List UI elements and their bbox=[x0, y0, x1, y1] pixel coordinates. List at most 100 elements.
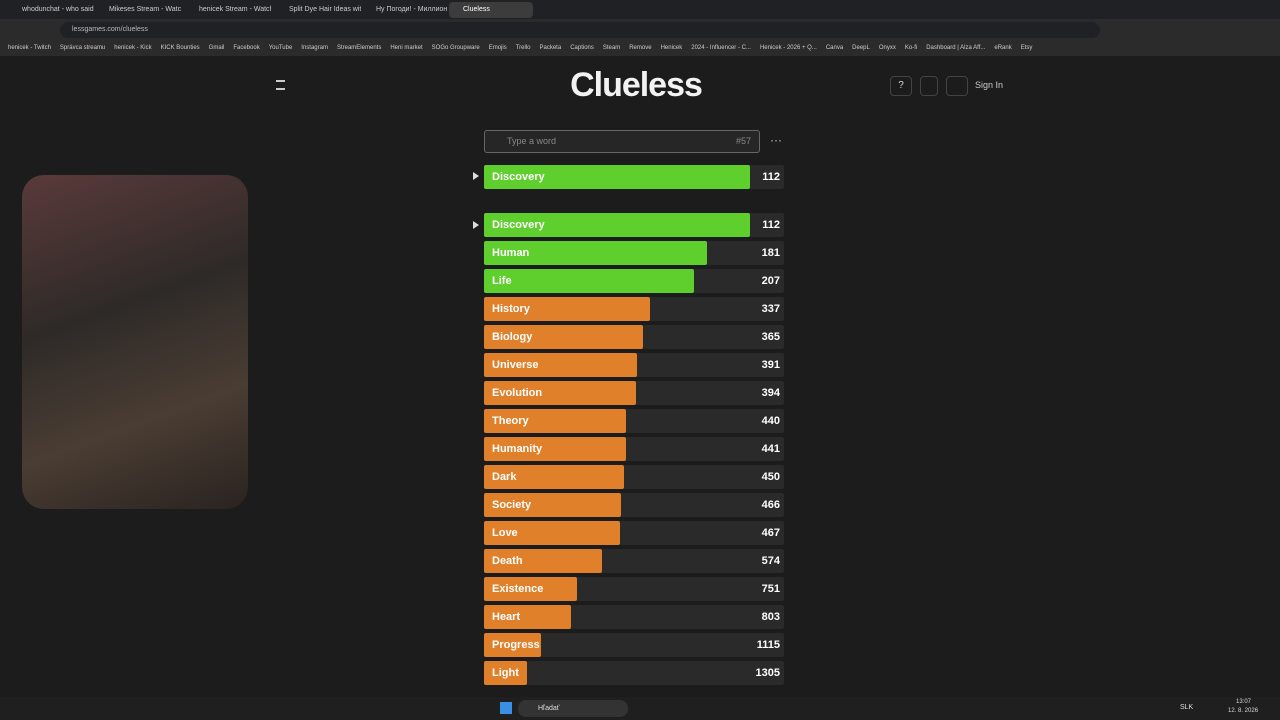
guess-row: Universe 391 bbox=[484, 353, 784, 377]
bookmark[interactable]: 2024 - Influencer - C... bbox=[691, 45, 751, 51]
guess-row: Life 207 bbox=[484, 269, 784, 293]
more-button[interactable]: ··· bbox=[770, 133, 782, 147]
rank-bar bbox=[484, 661, 528, 685]
bookmark[interactable]: Remove bbox=[629, 45, 652, 51]
menu-button[interactable] bbox=[276, 80, 285, 90]
guess-rank: 112 bbox=[762, 171, 780, 183]
guess-word: Discovery bbox=[492, 171, 545, 183]
guess-row: Love 467 bbox=[484, 521, 784, 545]
bookmark[interactable]: Gmail bbox=[208, 45, 225, 51]
guess-row: Discovery 112 bbox=[484, 165, 784, 189]
guess-word: Progress bbox=[492, 639, 540, 651]
guess-rank: 467 bbox=[761, 527, 780, 539]
bookmark[interactable]: Instagram bbox=[301, 45, 328, 51]
guess-row: Heart 803 bbox=[484, 605, 784, 629]
rank-bar bbox=[484, 633, 542, 657]
rank-bar bbox=[484, 353, 637, 377]
clock-date: 12. 8. 2026 bbox=[1228, 708, 1259, 714]
help-button[interactable]: ? bbox=[890, 76, 912, 96]
taskbar-search[interactable]: Hľadať bbox=[518, 700, 628, 717]
guess-row: Biology 365 bbox=[484, 325, 784, 349]
bookmark[interactable]: Henicek - 2026 + Q... bbox=[759, 45, 817, 51]
bookmark[interactable]: YouTube bbox=[268, 45, 293, 51]
settings-button[interactable] bbox=[946, 76, 968, 96]
guess-rank: 440 bbox=[761, 415, 780, 427]
guess-row: Death 574 bbox=[484, 549, 784, 573]
guess-row: Society 466 bbox=[484, 493, 784, 517]
bookmark[interactable]: Packeta bbox=[539, 45, 562, 51]
guess-word: Universe bbox=[492, 359, 539, 371]
tab[interactable]: Ну Погоди! - Миллион А bbox=[376, 6, 448, 13]
tab[interactable]: whodunchat - who said it bbox=[22, 6, 94, 13]
guess-word: Human bbox=[492, 247, 530, 259]
guess-row: History 337 bbox=[484, 297, 784, 321]
bookmark[interactable]: DeepL bbox=[852, 45, 870, 51]
bookmark[interactable]: SOGo Groupware bbox=[431, 45, 480, 51]
bookmark[interactable]: Steam bbox=[602, 45, 621, 51]
bookmark[interactable]: henicek - Kick bbox=[114, 45, 152, 51]
bookmark[interactable]: KICK Bounties bbox=[160, 45, 200, 51]
bookmark[interactable]: Onyxx bbox=[878, 45, 896, 51]
bookmark[interactable]: Henicek bbox=[660, 45, 683, 51]
rank-bar bbox=[484, 269, 695, 293]
guess-rank: 391 bbox=[761, 359, 780, 371]
guess-count: #57 bbox=[735, 136, 751, 146]
rank-bar bbox=[484, 549, 602, 573]
expand-arrow[interactable] bbox=[473, 221, 479, 229]
tab[interactable]: Split Dye Hair Ideas with bbox=[289, 6, 361, 13]
guess-word: Biology bbox=[492, 331, 533, 343]
bookmark[interactable]: Etsy bbox=[1020, 45, 1033, 51]
guess-word: Love bbox=[492, 527, 518, 539]
sign-in[interactable]: Sign In bbox=[975, 80, 1004, 90]
guess-rank: 441 bbox=[761, 443, 780, 455]
guess-rank: 337 bbox=[761, 303, 780, 315]
search-input[interactable]: Type a word #57 bbox=[484, 130, 760, 153]
guess-row: Evolution 394 bbox=[484, 381, 784, 405]
bookmark[interactable]: Emojis bbox=[488, 45, 507, 51]
guess-rank: 112 bbox=[762, 219, 780, 231]
bookmark[interactable]: Ko-fi bbox=[904, 45, 918, 51]
rank-bar bbox=[484, 165, 751, 189]
taskbar: Hľadať SLK 13:07 12. 8. 2026 bbox=[0, 697, 1280, 720]
bookmark[interactable]: Dashboard | Alza Aff... bbox=[926, 45, 986, 51]
guess-row: Progress 1115 bbox=[484, 633, 784, 657]
bookmark[interactable]: Canva bbox=[825, 45, 844, 51]
rank-bar bbox=[484, 297, 651, 321]
start-button[interactable] bbox=[500, 702, 512, 714]
guess-rank: 394 bbox=[761, 387, 780, 399]
placeholder: Type a word bbox=[507, 136, 557, 146]
bookmark[interactable]: eRank bbox=[994, 45, 1012, 51]
tab-strip: whodunchat - who said it Mikeses Stream -… bbox=[0, 0, 1280, 19]
guess-rank: 1305 bbox=[755, 667, 780, 679]
guess-rank: 181 bbox=[761, 247, 780, 259]
logo: Clueless bbox=[570, 66, 703, 104]
rank-bar bbox=[484, 437, 626, 461]
bookmark[interactable]: henicek - Twitch bbox=[8, 45, 51, 51]
bookmark[interactable]: Captions bbox=[570, 45, 594, 51]
url[interactable]: lessgames.com/clueless bbox=[60, 22, 1100, 38]
webcam-overlay bbox=[22, 175, 248, 509]
guess-word: Life bbox=[492, 275, 512, 287]
guess-rank: 751 bbox=[761, 583, 780, 595]
language: SLK bbox=[1180, 704, 1194, 711]
bookmark[interactable]: Správca streamu bbox=[59, 45, 106, 51]
guess-word: Discovery bbox=[492, 219, 545, 231]
clock-time: 13:07 bbox=[1236, 699, 1252, 705]
bookmark[interactable]: StreamElements bbox=[336, 45, 382, 51]
guess-word: Death bbox=[492, 555, 523, 567]
expand-arrow[interactable] bbox=[473, 172, 479, 180]
tab[interactable]: Clueless bbox=[449, 2, 533, 18]
rank-bar bbox=[484, 381, 636, 405]
bookmark[interactable]: Facebook bbox=[233, 45, 260, 51]
guess-row: Humanity 441 bbox=[484, 437, 784, 461]
calendar-button[interactable] bbox=[920, 76, 938, 96]
guess-row: Existence 751 bbox=[484, 577, 784, 601]
bookmark[interactable]: Trello bbox=[515, 45, 531, 51]
rank-bar bbox=[484, 605, 572, 629]
bookmark[interactable]: Heni market bbox=[390, 45, 423, 51]
rank-bar bbox=[484, 577, 578, 601]
rank-bar bbox=[484, 325, 643, 349]
